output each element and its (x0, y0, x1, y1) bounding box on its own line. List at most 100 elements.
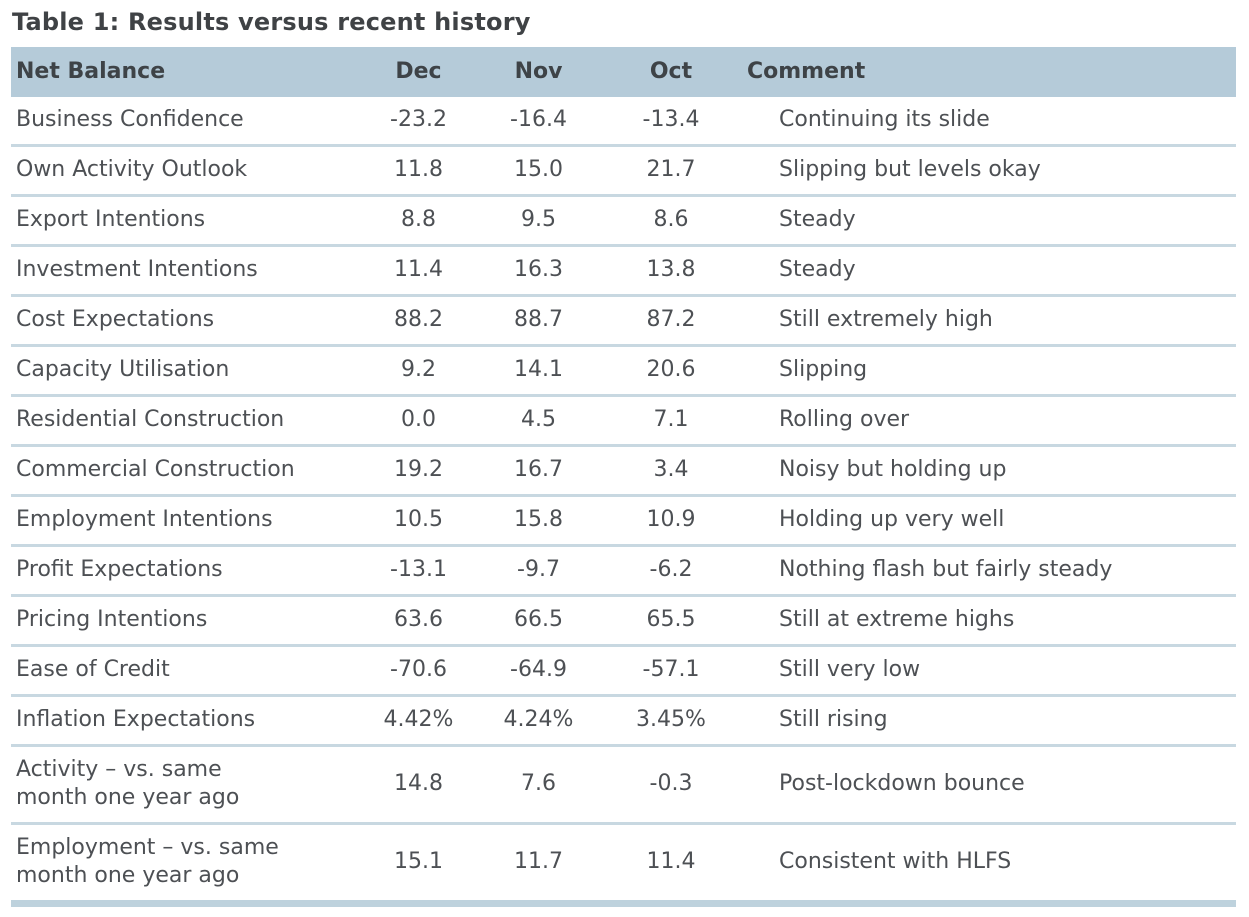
dec-value-cell: 9.2 (361, 345, 476, 397)
row-label-cell: Commercial Construction (11, 445, 361, 497)
dec-value-cell: -13.1 (361, 545, 476, 597)
nov-value-cell: 14.1 (476, 345, 601, 397)
table-row: Own Activity Outlook 11.8 15.0 21.7 Slipping… (11, 145, 1236, 197)
comment-cell: Noisy but holding up (741, 445, 1236, 497)
nov-value-cell: 11.7 (476, 823, 601, 907)
comment-cell: Post-lockdown bounce (741, 745, 1236, 825)
table-row: Pricing Intentions 63.6 66.5 65.5 Still at e… (11, 595, 1236, 647)
nov-value-cell: 9.5 (476, 195, 601, 247)
oct-value-cell: 8.6 (601, 195, 741, 247)
oct-value-cell: 21.7 (601, 145, 741, 197)
oct-value-cell: 3.45% (601, 695, 741, 747)
comment-cell: Still extremely high (741, 295, 1236, 347)
nov-value-cell: 15.0 (476, 145, 601, 197)
row-label-cell: Employment Intentions (11, 495, 361, 547)
nov-value-cell: 16.3 (476, 245, 601, 297)
nov-value-cell: 15.8 (476, 495, 601, 547)
column-header-dec: Dec (361, 47, 476, 97)
table-row: Residential Construction 0.0 4.5 7.1 Rolling… (11, 395, 1236, 447)
oct-value-cell: 87.2 (601, 295, 741, 347)
comment-cell: Holding up very well (741, 495, 1236, 547)
comment-cell: Still at extreme highs (741, 595, 1236, 647)
results-table: Net Balance Dec Nov Oct Comment Business… (11, 47, 1236, 907)
dec-value-cell: 14.8 (361, 745, 476, 825)
table-body: Business Confidence -23.2 -16.4 -13.4 Contin… (11, 97, 1236, 907)
oct-value-cell: 13.8 (601, 245, 741, 297)
dec-value-cell: 19.2 (361, 445, 476, 497)
nov-value-cell: 4.24% (476, 695, 601, 747)
comment-cell: Nothing flash but fairly steady (741, 545, 1236, 597)
comment-cell: Steady (741, 195, 1236, 247)
comment-cell: Steady (741, 245, 1236, 297)
dec-value-cell: 15.1 (361, 823, 476, 907)
nov-value-cell: 88.7 (476, 295, 601, 347)
table-row: Cost Expectations 88.2 88.7 87.2 Still extre… (11, 295, 1236, 347)
oct-value-cell: 10.9 (601, 495, 741, 547)
row-label-cell: Capacity Utilisation (11, 345, 361, 397)
dec-value-cell: 11.8 (361, 145, 476, 197)
table-row: Activity – vs. same month one year ago 14… (11, 745, 1236, 825)
comment-cell: Consistent with HLFS (741, 823, 1236, 907)
column-header-nov: Nov (476, 47, 601, 97)
oct-value-cell: 11.4 (601, 823, 741, 907)
row-label-cell: Residential Construction (11, 395, 361, 447)
comment-cell: Slipping but levels okay (741, 145, 1236, 197)
nov-value-cell: -9.7 (476, 545, 601, 597)
row-label-cell: Activity – vs. same month one year ago (11, 745, 361, 825)
table-row: Ease of Credit -70.6 -64.9 -57.1 Still very … (11, 645, 1236, 697)
nov-value-cell: 7.6 (476, 745, 601, 825)
nov-value-cell: 66.5 (476, 595, 601, 647)
row-label-cell: Own Activity Outlook (11, 145, 361, 197)
table-title: Table 1: Results versus recent history (12, 8, 531, 36)
comment-cell: Still rising (741, 695, 1236, 747)
dec-value-cell: 63.6 (361, 595, 476, 647)
oct-value-cell: -6.2 (601, 545, 741, 597)
comment-cell: Continuing its slide (741, 97, 1236, 147)
oct-value-cell: 20.6 (601, 345, 741, 397)
row-label-cell: Ease of Credit (11, 645, 361, 697)
nov-value-cell: 4.5 (476, 395, 601, 447)
oct-value-cell: 3.4 (601, 445, 741, 497)
row-label-cell: Export Intentions (11, 195, 361, 247)
table-row: Employment Intentions 10.5 15.8 10.9 Holding… (11, 495, 1236, 547)
dec-value-cell: 4.42% (361, 695, 476, 747)
dec-value-cell: 10.5 (361, 495, 476, 547)
table-row: Inflation Expectations 4.42% 4.24% 3.45% Sti… (11, 695, 1236, 747)
dec-value-cell: 8.8 (361, 195, 476, 247)
oct-value-cell: -13.4 (601, 97, 741, 147)
row-label-cell: Profit Expectations (11, 545, 361, 597)
oct-value-cell: -0.3 (601, 745, 741, 825)
row-label-cell: Inflation Expectations (11, 695, 361, 747)
oct-value-cell: 7.1 (601, 395, 741, 447)
table-row: Commercial Construction 19.2 16.7 3.4 Noisy … (11, 445, 1236, 497)
table-row: Employment – vs. same month one year ago… (11, 823, 1236, 907)
nov-value-cell: 16.7 (476, 445, 601, 497)
row-label-cell: Cost Expectations (11, 295, 361, 347)
dec-value-cell: 11.4 (361, 245, 476, 297)
row-label-cell: Pricing Intentions (11, 595, 361, 647)
table-row: Export Intentions 8.8 9.5 8.6 Steady (11, 195, 1236, 247)
table-row: Profit Expectations -13.1 -9.7 -6.2 Nothing … (11, 545, 1236, 597)
row-label-cell: Business Confidence (11, 97, 361, 147)
comment-cell: Still very low (741, 645, 1236, 697)
oct-value-cell: -57.1 (601, 645, 741, 697)
header-row: Net Balance Dec Nov Oct Comment (11, 47, 1236, 97)
nov-value-cell: -16.4 (476, 97, 601, 147)
dec-value-cell: 88.2 (361, 295, 476, 347)
table-header: Net Balance Dec Nov Oct Comment (11, 47, 1236, 97)
dec-value-cell: -70.6 (361, 645, 476, 697)
table-row: Investment Intentions 11.4 16.3 13.8 Steady (11, 245, 1236, 297)
column-header-oct: Oct (601, 47, 741, 97)
oct-value-cell: 65.5 (601, 595, 741, 647)
column-header-net-balance: Net Balance (11, 47, 361, 97)
table-row: Business Confidence -23.2 -16.4 -13.4 Contin… (11, 97, 1236, 147)
dec-value-cell: -23.2 (361, 97, 476, 147)
nov-value-cell: -64.9 (476, 645, 601, 697)
column-header-comment: Comment (741, 47, 1236, 97)
comment-cell: Slipping (741, 345, 1236, 397)
comment-cell: Rolling over (741, 395, 1236, 447)
table-row: Capacity Utilisation 9.2 14.1 20.6 Slipping (11, 345, 1236, 397)
row-label-cell: Employment – vs. same month one year ago (11, 823, 361, 907)
row-label-cell: Investment Intentions (11, 245, 361, 297)
